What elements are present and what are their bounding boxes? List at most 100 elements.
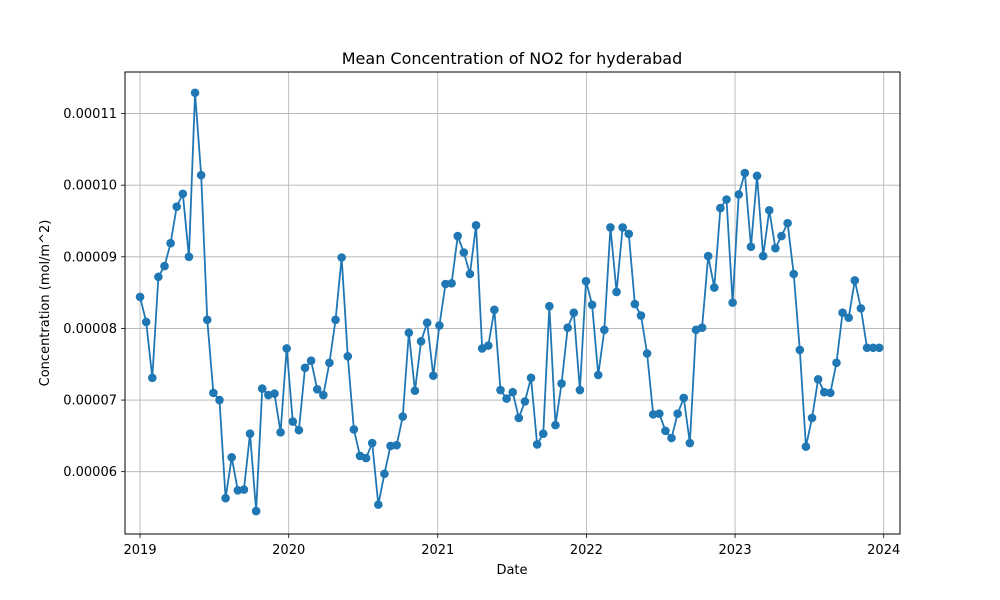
y-axis-label: Concentration (mol/m^2): [38, 220, 53, 387]
data-point: [563, 323, 572, 333]
data-point: [673, 409, 682, 418]
data-point: [251, 506, 261, 516]
data-point: [172, 202, 182, 211]
data-point: [606, 223, 615, 232]
data-point: [709, 283, 719, 292]
data-point: [245, 429, 255, 439]
data-point: [538, 429, 548, 439]
data-point: [483, 341, 493, 350]
data-point: [526, 373, 536, 383]
data-point: [746, 242, 756, 252]
data-point: [502, 394, 511, 403]
data-point: [160, 261, 169, 271]
data-point: [276, 427, 285, 437]
y-tick-label: 0.00011: [63, 107, 117, 122]
data-point: [410, 386, 420, 396]
data-point: [636, 311, 646, 320]
data-point: [404, 328, 414, 338]
data-point: [141, 317, 151, 327]
data-point: [416, 337, 426, 346]
data-point: [196, 170, 206, 180]
data-point: [716, 203, 725, 213]
y-tick-label: 0.00007: [63, 394, 117, 409]
data-point: [367, 438, 377, 448]
data-point: [496, 385, 505, 395]
data-point: [783, 218, 792, 228]
y-tick-label: 0.00008: [63, 322, 117, 337]
data-point: [581, 276, 591, 286]
data-point: [374, 500, 383, 509]
x-tick-label: 2023: [719, 543, 752, 558]
data-point: [587, 300, 597, 310]
data-point: [551, 420, 560, 430]
data-point: [667, 433, 676, 443]
data-point: [154, 272, 163, 282]
data-point: [532, 440, 542, 449]
data-point: [801, 442, 811, 451]
data-point: [294, 425, 304, 435]
data-point: [655, 409, 664, 418]
data-point: [209, 388, 218, 398]
data-point: [147, 373, 157, 383]
data-point: [838, 308, 847, 317]
y-tick-label: 0.00006: [63, 465, 117, 480]
data-point: [465, 269, 475, 279]
data-point: [288, 417, 298, 426]
data-point: [202, 315, 212, 325]
data-point: [422, 318, 432, 328]
data-point: [380, 469, 389, 479]
data-point: [166, 238, 175, 248]
x-tick-label: 2021: [421, 543, 454, 558]
y-tick-label: 0.00009: [63, 250, 117, 265]
data-point: [874, 343, 884, 353]
data-point: [697, 323, 707, 333]
data-point: [447, 279, 456, 288]
chart-title: Mean Concentration of NO2 for hyderabad: [342, 49, 682, 68]
data-point: [624, 229, 634, 239]
data-point: [868, 343, 878, 353]
data-point: [777, 231, 786, 241]
data-point: [331, 315, 340, 325]
data-point: [832, 358, 841, 368]
data-point: [325, 358, 334, 368]
data-point: [789, 269, 799, 279]
x-tick-label: 2022: [570, 543, 603, 558]
data-point: [257, 384, 267, 393]
data-point: [703, 251, 713, 261]
data-point: [319, 390, 328, 400]
data-point: [856, 304, 866, 313]
data-point: [453, 231, 463, 241]
data-point: [630, 299, 640, 309]
data-point: [813, 374, 823, 384]
data-point: [490, 305, 499, 315]
data-point: [764, 205, 774, 215]
data-point: [545, 301, 554, 311]
x-tick-label: 2020: [272, 543, 305, 558]
data-point: [178, 189, 188, 199]
data-point: [215, 395, 224, 405]
data-point: [758, 251, 768, 261]
data-point: [459, 248, 469, 257]
data-point: [771, 243, 780, 253]
data-point: [752, 171, 762, 181]
data-point: [642, 349, 652, 358]
data-point: [508, 387, 517, 397]
data-point: [398, 412, 408, 421]
data-point: [282, 344, 291, 353]
data-point: [514, 413, 524, 423]
data-point: [661, 426, 670, 436]
data-point: [190, 88, 200, 98]
data-point: [740, 168, 750, 178]
data-point: [343, 352, 353, 361]
data-point: [593, 370, 603, 380]
data-point: [135, 292, 145, 302]
data-point: [300, 363, 310, 373]
data-point: [184, 252, 194, 262]
data-point: [807, 413, 817, 423]
data-point: [862, 343, 872, 353]
data-point: [435, 321, 444, 330]
data-point: [850, 276, 860, 285]
data-point: [826, 388, 835, 398]
data-point: [844, 313, 853, 322]
